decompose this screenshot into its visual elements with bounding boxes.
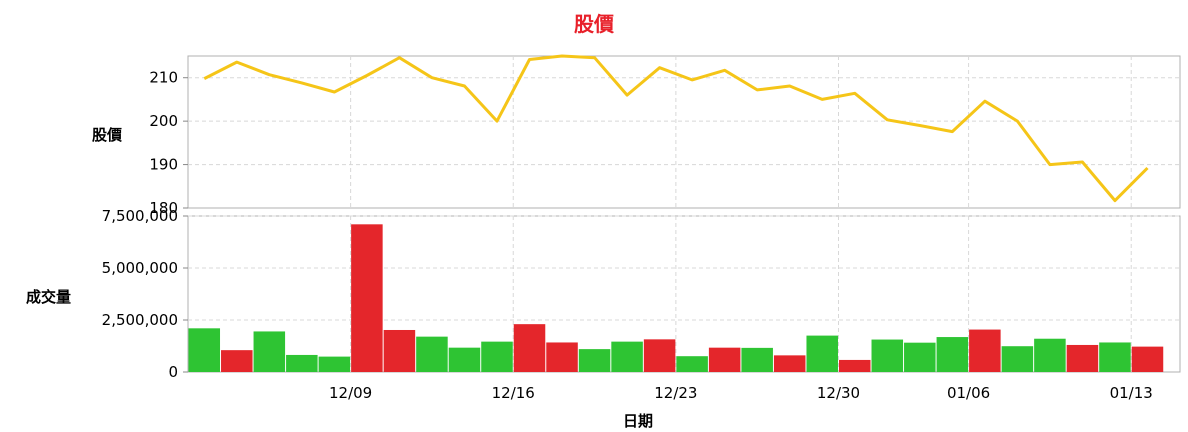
volume-y-tick-label: 2,500,000 (102, 311, 178, 329)
price-y-tick-label: 210 (149, 69, 178, 87)
volume-bar (1034, 338, 1066, 372)
price-y-tick-label: 190 (149, 156, 178, 174)
volume-bar (773, 355, 806, 372)
volume-bar (416, 336, 448, 372)
x-tick-label: 01/06 (947, 384, 990, 402)
volume-bar (188, 328, 221, 372)
volume-bar (578, 349, 611, 372)
volume-bar (481, 341, 513, 372)
volume-bar (936, 337, 969, 372)
x-tick-label: 12/09 (329, 384, 372, 402)
volume-bar (318, 356, 351, 372)
price-y-axis-label: 股價 (92, 126, 123, 144)
volume-bar (1001, 346, 1034, 372)
volume-bar (838, 359, 871, 372)
price-y-tick-label: 180 (149, 199, 178, 217)
volume-bar (708, 347, 741, 372)
volume-y-tick-label: 7,500,000 (102, 207, 178, 225)
volume-bar (806, 335, 838, 372)
volume-bar (253, 331, 286, 372)
x-tick-label: 12/16 (492, 384, 535, 402)
volume-bar (513, 324, 546, 372)
volume-bar (643, 339, 676, 372)
volume-y-tick-label: 5,000,000 (102, 259, 178, 277)
volume-bar (383, 329, 416, 372)
volume-bar (904, 342, 936, 372)
x-axis-label: 日期 (622, 412, 653, 430)
price-line (203, 54, 1149, 203)
price-plot-area (187, 55, 1181, 209)
volume-bar (1066, 344, 1099, 372)
volume-bar (969, 329, 1001, 372)
chart-title: 股價 (574, 12, 614, 36)
volume-y-axis-label: 成交量 (26, 288, 72, 306)
volume-bar (611, 341, 643, 372)
x-tick-label: 12/30 (817, 384, 860, 402)
volume-bar (741, 347, 773, 372)
x-tick-label: 12/23 (654, 384, 697, 402)
volume-bar (546, 342, 578, 372)
volume-y-tick-label: 0 (168, 363, 178, 381)
volume-bar (676, 356, 708, 372)
volume-bar (221, 350, 253, 372)
volume-bar (1099, 342, 1131, 372)
volume-bar (871, 339, 904, 372)
volume-bar (286, 354, 318, 372)
volume-bar (448, 347, 481, 372)
volume-bar (1131, 346, 1164, 372)
price-y-tick-label: 200 (149, 112, 178, 130)
volume-bar (351, 224, 383, 372)
x-tick-label: 01/13 (1110, 384, 1153, 402)
